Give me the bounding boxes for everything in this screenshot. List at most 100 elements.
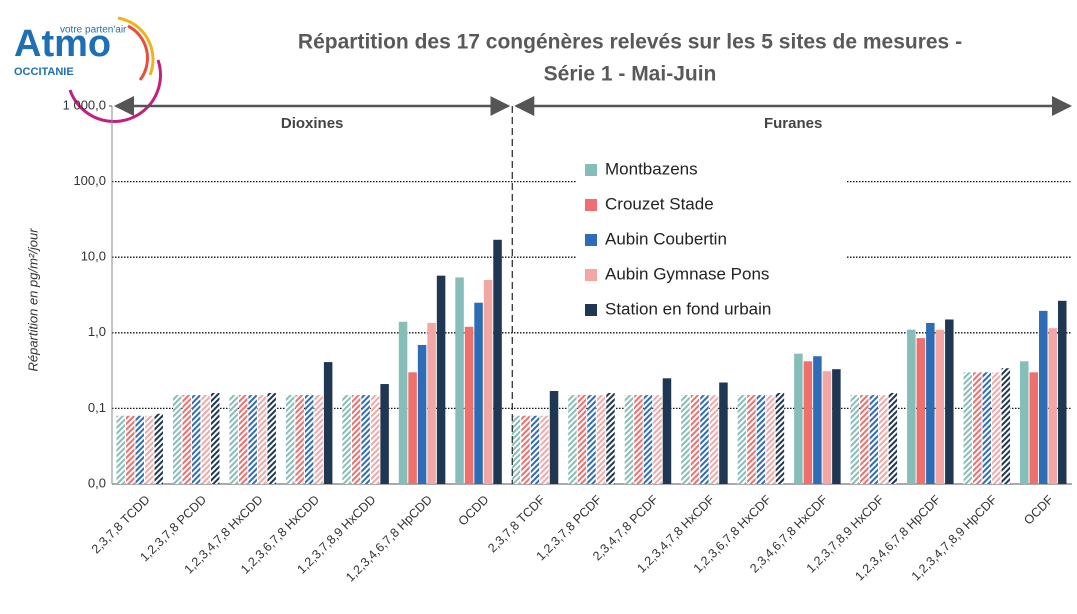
y-tick-label: 10,0 (81, 249, 106, 264)
bar (577, 395, 587, 484)
bar (587, 395, 596, 484)
bar (257, 395, 267, 484)
legend-label: Aubin Gymnase Pons (605, 264, 769, 283)
bar (624, 395, 634, 484)
bar (690, 395, 700, 484)
logo-arc (117, 16, 155, 76)
bar (1001, 368, 1011, 484)
bar (267, 392, 276, 484)
bar (709, 395, 719, 484)
bar (304, 395, 314, 484)
section-label: Furanes (764, 115, 822, 132)
bar (747, 395, 756, 484)
bar (794, 353, 803, 484)
x-tick-label: 2,3,7,8 TCDF (485, 492, 548, 555)
bar (323, 362, 333, 484)
bar (992, 372, 1001, 484)
legend-label: Aubin Coubertin (605, 229, 727, 248)
bar (210, 392, 220, 484)
bar (916, 338, 926, 484)
legend-label: Station en fond urbain (605, 299, 771, 318)
logo-name: Atmo (14, 23, 111, 65)
bar (135, 415, 144, 484)
legend-label: Crouzet Stade (605, 194, 714, 213)
bar (813, 356, 822, 484)
bar (775, 392, 785, 484)
logo-arc (127, 24, 149, 81)
legend-swatch (585, 164, 597, 176)
x-tick-label: OCDF (1021, 492, 1056, 527)
bar (521, 415, 530, 484)
bar (1048, 328, 1058, 484)
bar (803, 361, 813, 484)
bar (229, 395, 238, 484)
bar (700, 395, 709, 484)
logo-region: OCCITANIE (14, 66, 74, 78)
bar (549, 390, 559, 484)
bar (1058, 300, 1067, 484)
bar (417, 344, 427, 484)
bar (540, 415, 549, 484)
logo-tagline: votre parten'air (60, 25, 127, 36)
y-tick-label: 0,0 (88, 475, 106, 490)
bar (125, 415, 135, 484)
bar (436, 275, 446, 484)
bar (342, 395, 351, 484)
bar (191, 395, 201, 484)
x-tick-label: OCDD (456, 493, 492, 529)
legend-swatch (585, 304, 597, 316)
logo-arc (68, 59, 162, 123)
bar (832, 369, 841, 484)
bar (935, 329, 945, 484)
bar (926, 322, 935, 484)
section-label: Dioxines (281, 115, 344, 132)
bar (879, 395, 888, 484)
bar (945, 319, 954, 484)
bar (766, 395, 775, 484)
y-tick-label: 1,0 (88, 324, 106, 339)
bar (172, 395, 182, 484)
bar (530, 415, 540, 484)
bar (850, 395, 860, 484)
bar (116, 415, 125, 484)
bar (455, 277, 464, 484)
chart-title: Série 1 - Mai-Juin (544, 63, 717, 86)
legend-swatch (585, 199, 597, 211)
y-tick-label: 0,1 (88, 400, 106, 415)
bar (643, 395, 653, 484)
bar (144, 415, 154, 484)
legend-label: Montbazens (605, 159, 698, 178)
x-tick-label: 2,3,7,8 TCDD (89, 493, 153, 557)
bar (238, 395, 248, 484)
bar (474, 302, 483, 484)
bar (398, 321, 408, 484)
bar (464, 326, 474, 484)
bar (201, 395, 210, 484)
y-tick-label: 100,0 (73, 173, 106, 188)
bar (869, 395, 879, 484)
bar (483, 279, 493, 484)
bar (719, 382, 728, 484)
y-tick-label: 1 000,0 (63, 97, 106, 112)
chart-title: Répartition des 17 congénères relevés su… (298, 31, 962, 54)
bar (653, 395, 662, 484)
bar (568, 395, 577, 484)
bar (295, 395, 304, 484)
y-axis-label: Répartition en pg/m²/jour (25, 228, 40, 372)
bar (248, 395, 257, 484)
bar (982, 372, 992, 484)
bar (154, 413, 163, 484)
bar (511, 415, 521, 484)
bar (860, 395, 869, 484)
bar (408, 372, 417, 484)
bar (314, 395, 323, 484)
legend-swatch (585, 269, 597, 281)
bar (361, 395, 370, 484)
bar (973, 372, 982, 484)
bar (662, 378, 672, 484)
bar (351, 395, 361, 484)
bar (596, 395, 606, 484)
bar (380, 384, 389, 484)
bar (822, 371, 832, 484)
